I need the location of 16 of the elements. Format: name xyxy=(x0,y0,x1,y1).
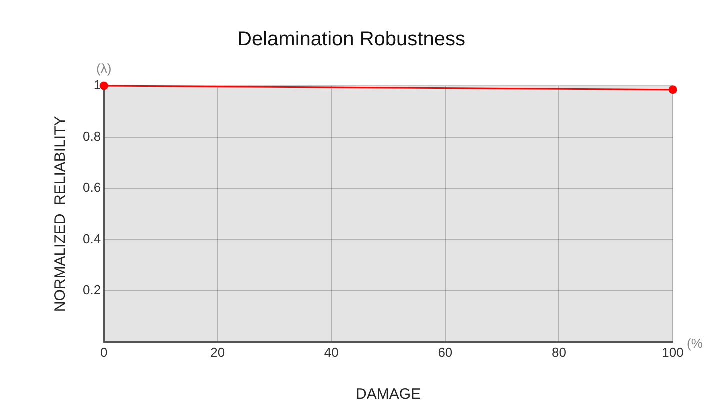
x-tick-label: 60 xyxy=(438,344,453,360)
y-tick-label: 0.6 xyxy=(82,180,102,196)
y-axis-title: NORMALIZED RELIABILITY xyxy=(52,116,70,312)
y-tick-label: 0.8 xyxy=(82,128,102,144)
text: (λ) xyxy=(96,61,112,76)
y-tick-label: 0.4 xyxy=(82,231,102,246)
text: (% xyxy=(687,336,704,351)
y-tick-label: 0.2 xyxy=(82,282,102,298)
x-tick-label: 100 xyxy=(662,344,684,360)
x-tick-label: 80 xyxy=(552,344,566,360)
x-tick-label: 40 xyxy=(324,344,339,360)
y-tick-label: 1 xyxy=(94,78,102,93)
x-axis-title: DAMAGE xyxy=(356,386,422,404)
x-tick-label: 0 xyxy=(100,344,108,360)
chart-title: Delamination Robustness xyxy=(238,28,466,51)
x-tick-label: 20 xyxy=(210,344,226,360)
